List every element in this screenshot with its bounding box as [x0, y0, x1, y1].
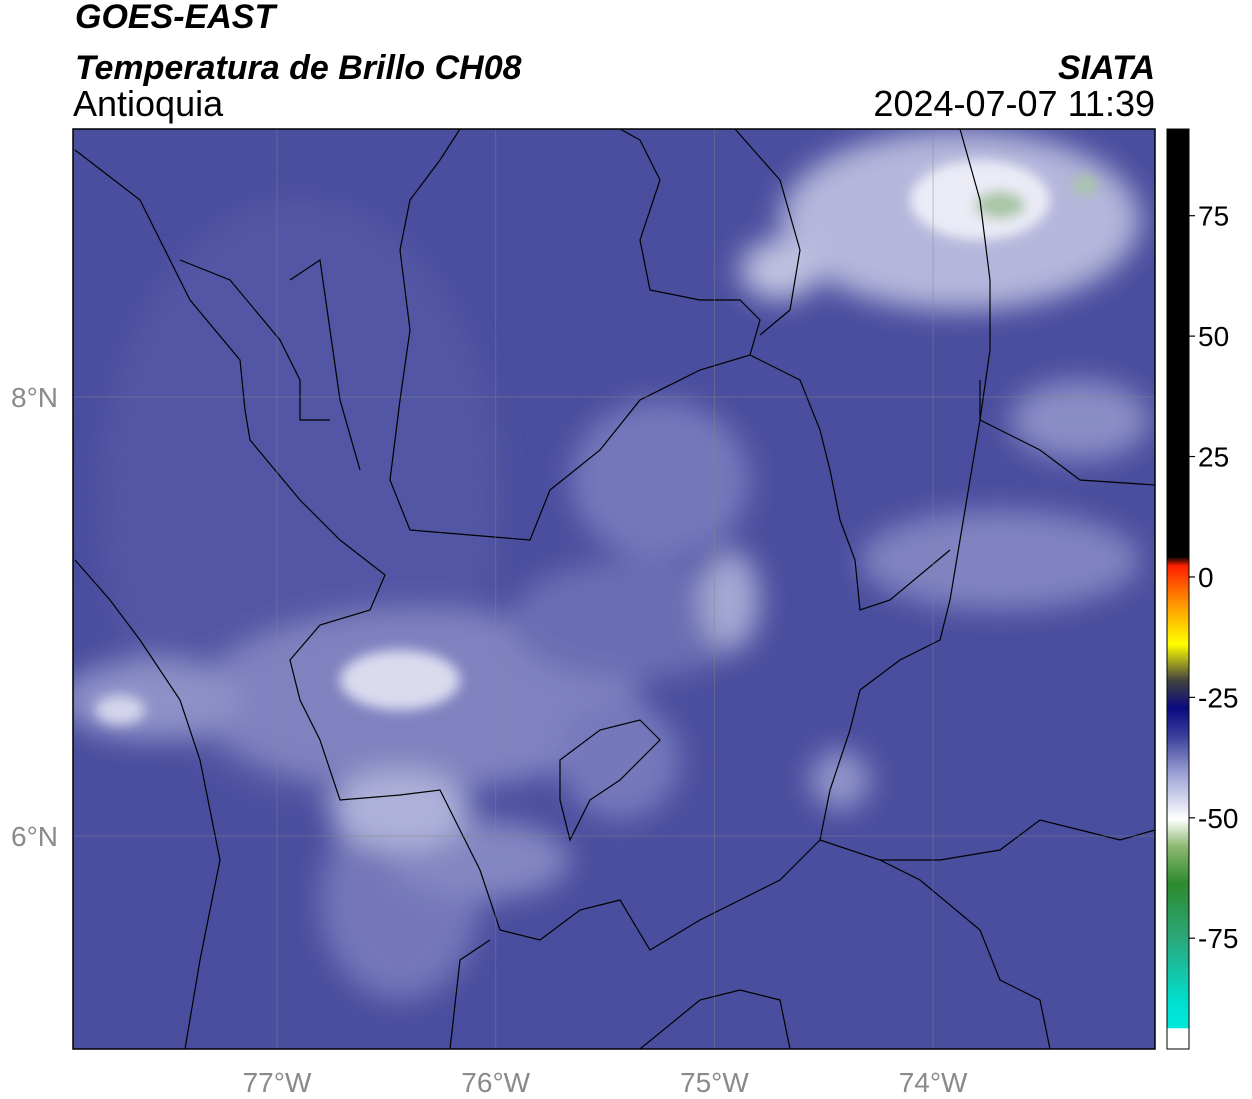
region: Antioquia	[73, 83, 224, 124]
graticule	[73, 129, 1155, 1049]
colorbar-label: 0	[1198, 562, 1214, 593]
colorbar	[1166, 128, 1190, 1050]
colorbar-label: 25	[1198, 442, 1229, 473]
lat-label: 8°N	[11, 382, 58, 413]
lon-label: 76°W	[461, 1067, 530, 1098]
lat-label: 6°N	[11, 821, 58, 852]
lon-label: 77°W	[243, 1067, 312, 1098]
colorbar-label: 75	[1198, 201, 1229, 232]
map-frame	[72, 128, 1156, 1050]
timestamp: 2024-07-07 11:39	[873, 83, 1155, 124]
colorbar-label: 50	[1198, 321, 1229, 352]
title: GOES-EAST	[75, 0, 278, 36]
colorbar-label: -25	[1198, 682, 1238, 713]
source: SIATA	[1058, 49, 1155, 87]
subtitle: Temperatura de Brillo CH08	[75, 49, 522, 87]
boundaries	[74, 129, 1155, 1049]
colorbar-label: -75	[1198, 923, 1238, 954]
lon-label: 74°W	[899, 1067, 968, 1098]
colorbar-label: -50	[1198, 803, 1238, 834]
lon-label: 75°W	[680, 1067, 749, 1098]
map-image	[73, 129, 1155, 1049]
